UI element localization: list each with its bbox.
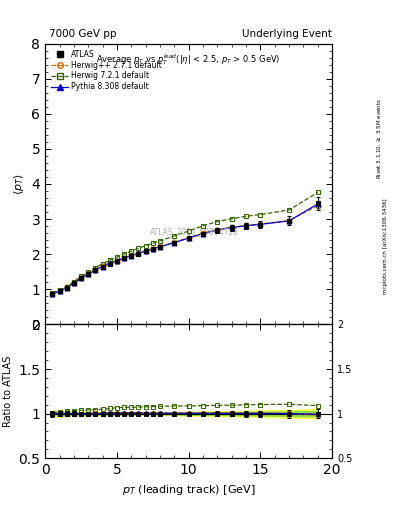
- Text: ATLAS_2010_S8894728: ATLAS_2010_S8894728: [150, 227, 239, 236]
- Text: mcplots.cern.ch [arXiv:1306.3436]: mcplots.cern.ch [arXiv:1306.3436]: [383, 198, 387, 293]
- Text: Rivet 3.1.10, $\geq$ 3.5M events: Rivet 3.1.10, $\geq$ 3.5M events: [375, 98, 383, 179]
- Text: Underlying Event: Underlying Event: [242, 29, 332, 39]
- Text: Average $p_T$ vs $p_T^{lead}$(|$\eta$| < 2.5, $p_T$ > 0.5 GeV): Average $p_T$ vs $p_T^{lead}$(|$\eta$| <…: [96, 52, 281, 67]
- Text: 7000 GeV pp: 7000 GeV pp: [49, 29, 117, 39]
- Y-axis label: $\langle p_T \rangle$: $\langle p_T \rangle$: [12, 173, 26, 195]
- Legend: ATLAS, Herwig++ 2.7.1 default, Herwig 7.2.1 default, Pythia 8.308 default: ATLAS, Herwig++ 2.7.1 default, Herwig 7.…: [49, 47, 164, 94]
- Y-axis label: Ratio to ATLAS: Ratio to ATLAS: [3, 356, 13, 427]
- X-axis label: $p_T$ (leading track) [GeV]: $p_T$ (leading track) [GeV]: [122, 483, 255, 497]
